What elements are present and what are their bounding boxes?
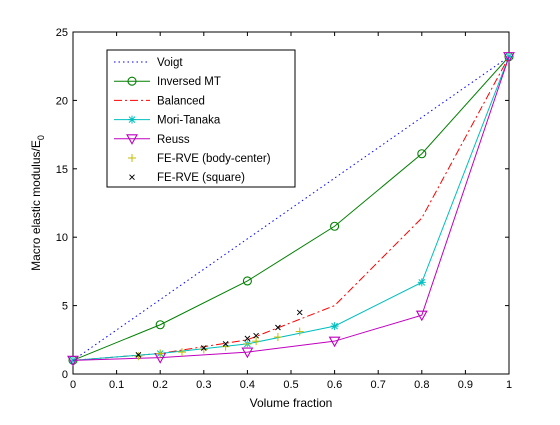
series-fe-rve-body-center [134, 327, 304, 361]
y-axis-label: Macro elastic modulus/E0 [29, 135, 46, 271]
y-axis-label-main: Macro elastic modulus/E [29, 140, 43, 271]
series-voigt [72, 56, 510, 361]
x-tick-label: 0.9 [458, 379, 473, 391]
data-point-reuss [241, 347, 254, 359]
data-point-fe-rve-square [222, 341, 229, 347]
legend-marker-reuss [126, 134, 138, 145]
legend-marker-fe-rve-square [129, 174, 135, 181]
x-tick-label: 0 [70, 379, 76, 391]
data-point-fe-rve-square [135, 351, 142, 358]
x-tick-label: 0.5 [283, 379, 298, 391]
x-tick-label: 0.7 [371, 379, 386, 391]
legend-box [106, 49, 296, 188]
data-point-fe-rve-square [275, 324, 281, 331]
data-point-mori-tanaka [417, 278, 426, 287]
data-point-fe-rve-square [296, 309, 303, 316]
legend-item-inversed-mt: Inversed MT [114, 76, 221, 88]
y-tick-label: 10 [56, 232, 68, 244]
data-point-reuss [503, 52, 515, 63]
data-point-inversed-mt [417, 149, 427, 159]
y-tick-label: 20 [56, 95, 68, 107]
series-line-balanced [72, 56, 510, 361]
data-point-fe-rve-body-center [252, 337, 261, 346]
legend-item-fe-rve-body-center: FE-RVE (body-center) [128, 153, 271, 165]
legend-marker-mori-tanaka [128, 115, 136, 124]
x-tick-label: 0.2 [153, 379, 168, 391]
legend-item-fe-rve-square: FE-RVE (square) [129, 172, 245, 184]
legend-item-reuss: Reuss [114, 134, 190, 146]
series-layer [67, 52, 515, 367]
legend-label-inversed-mt: Inversed MT [157, 76, 221, 88]
data-point-inversed-mt [330, 221, 340, 231]
data-point-fe-rve-body-center [178, 348, 186, 357]
series-fe-rve-square [135, 309, 303, 358]
x-tick-label: 0.3 [196, 379, 211, 391]
data-point-fe-rve-body-center [199, 345, 208, 354]
data-point-reuss [415, 310, 428, 322]
x-tick-label: 0.6 [327, 379, 342, 391]
data-point-inversed-mt [155, 320, 165, 330]
legend-label-voigt: Voigt [157, 57, 183, 69]
x-tick-label: 0.1 [109, 379, 124, 391]
data-point-fe-rve-square [200, 345, 207, 351]
legend-label-mori-tanaka: Mori-Tanaka [157, 115, 221, 127]
data-point-reuss [67, 355, 79, 367]
x-tick-label: 0.8 [414, 379, 429, 391]
data-point-inversed-mt [242, 276, 252, 286]
x-axis-label: Volume fraction [250, 396, 333, 410]
y-tick-label: 15 [56, 164, 68, 176]
legend-label-reuss: Reuss [157, 134, 190, 146]
data-point-fe-rve-body-center [243, 339, 252, 348]
data-point-fe-rve-square [244, 335, 251, 342]
legend-marker-inversed-mt [127, 76, 137, 86]
legend-label-balanced: Balanced [157, 95, 205, 107]
data-point-mori-tanaka [330, 322, 339, 331]
series-line-voigt [72, 56, 510, 361]
legend-item-voigt: Voigt [114, 57, 183, 69]
data-point-fe-rve-square [253, 332, 259, 339]
legend-label-fe-rve-body-center: FE-RVE (body-center) [157, 153, 271, 165]
data-point-reuss [328, 336, 341, 348]
legend-item-balanced: Balanced [114, 95, 205, 107]
y-tick-label: 25 [56, 27, 68, 39]
legend-item-mori-tanaka: Mori-Tanaka [114, 115, 221, 127]
y-tick-label: 0 [62, 369, 68, 381]
legend-marker-fe-rve-body-center [128, 154, 136, 162]
data-point-fe-rve-body-center [134, 352, 143, 361]
data-point-fe-rve-body-center [156, 349, 165, 358]
series-balanced [72, 56, 510, 361]
x-tick-label: 1 [506, 379, 512, 391]
series-line-mori-tanaka [72, 56, 510, 361]
data-point-fe-rve-body-center [295, 327, 304, 336]
legend-label-fe-rve-square: FE-RVE (square) [157, 172, 245, 184]
x-tick-label: 0.4 [240, 379, 255, 391]
y-tick-label: 5 [62, 301, 68, 313]
data-point-fe-rve-body-center [273, 333, 282, 342]
legend: Voigt Inversed MT Balanced Mori-Tanaka Reuss… [106, 49, 296, 188]
y-axis-label-subscript: 0 [36, 135, 46, 140]
series-line-inversed-mt [72, 56, 510, 361]
series-line-reuss [72, 56, 510, 361]
